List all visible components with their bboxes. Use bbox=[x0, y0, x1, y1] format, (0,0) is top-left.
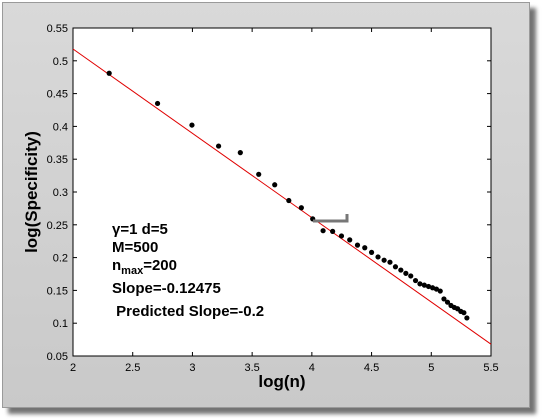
x-tick-label: 2 bbox=[70, 362, 76, 374]
data-point bbox=[461, 310, 467, 316]
data-point bbox=[464, 315, 470, 321]
data-point bbox=[362, 245, 368, 251]
x-tick-label: 4 bbox=[309, 362, 315, 374]
x-tick-label: 5 bbox=[428, 362, 434, 374]
data-point bbox=[403, 270, 409, 276]
data-point bbox=[189, 122, 195, 128]
y-tick-label: 0.35 bbox=[47, 154, 68, 166]
y-tick-label: 0.1 bbox=[53, 318, 68, 330]
y-tick-label: 0.3 bbox=[53, 187, 68, 199]
chart: 0.050.10.150.20.250.30.350.40.450.50.55 … bbox=[22, 23, 499, 391]
data-point bbox=[433, 286, 440, 292]
data-point bbox=[215, 143, 222, 149]
data-point bbox=[387, 259, 393, 265]
y-tick-label: 0.2 bbox=[53, 253, 68, 265]
data-point bbox=[338, 233, 345, 239]
data-point bbox=[256, 171, 262, 177]
annotation-m: M=500 bbox=[112, 239, 158, 256]
annotation-nmax: nmax=200 bbox=[112, 257, 177, 277]
data-point bbox=[412, 277, 419, 284]
data-point bbox=[392, 264, 399, 270]
data-point bbox=[154, 100, 161, 107]
data-point bbox=[421, 282, 427, 288]
x-tick-label: 5.5 bbox=[483, 362, 498, 374]
data-point bbox=[441, 296, 447, 302]
x-tick-label: 2.5 bbox=[125, 362, 140, 374]
data-point bbox=[106, 70, 112, 76]
y-tick-label: 0.25 bbox=[47, 220, 68, 232]
y-tick-label: 0.45 bbox=[47, 89, 68, 101]
data-point bbox=[272, 182, 278, 188]
data-point bbox=[375, 254, 381, 260]
fit-line bbox=[72, 48, 492, 345]
figure-window: 0.05 0.1 0.15 0.2 0.25 0.3 0.35 0.4 0.45 0.5 0.55 … bbox=[2, 2, 530, 408]
data-point bbox=[398, 267, 404, 273]
legend-marker bbox=[313, 214, 349, 223]
x-tick-label: 4.5 bbox=[364, 362, 379, 374]
annotation-slope: Slope=-0.12475 bbox=[112, 280, 221, 297]
annotation-params: γ=1 d=5 bbox=[112, 221, 168, 238]
data-point bbox=[437, 288, 443, 294]
data-point bbox=[408, 273, 414, 279]
x-tick-label: 3 bbox=[189, 362, 195, 374]
data-point bbox=[320, 228, 326, 234]
data-points bbox=[106, 70, 470, 321]
data-point bbox=[368, 249, 375, 255]
data-point bbox=[354, 242, 361, 248]
data-point bbox=[381, 257, 387, 263]
y-tick-label: 0.55 bbox=[47, 23, 68, 35]
y-axis-label: log(Specificity) bbox=[22, 131, 41, 253]
data-point bbox=[237, 150, 243, 156]
y-tick-label: 0.5 bbox=[53, 56, 68, 68]
x-tick-label: 3.5 bbox=[244, 362, 259, 374]
x-axis-ticks: 2 2.5 3 3.5 4 4.5 5 5.5 bbox=[70, 28, 499, 374]
annotation-block: γ=1 d=5 M=500 nmax=200 Slope=-0.12475 Pr… bbox=[112, 221, 264, 320]
data-point bbox=[417, 281, 423, 287]
data-point bbox=[444, 299, 451, 305]
y-tick-label: 0.4 bbox=[53, 121, 68, 133]
data-point bbox=[425, 283, 432, 290]
data-point bbox=[330, 228, 336, 234]
y-tick-label: 0.05 bbox=[47, 351, 68, 363]
data-point bbox=[347, 237, 353, 243]
plot-area bbox=[72, 27, 492, 357]
y-tick-label: 0.15 bbox=[47, 285, 68, 297]
data-point bbox=[298, 205, 304, 211]
x-axis-label: log(n) bbox=[258, 372, 305, 391]
y-axis-ticks: 0.05 0.1 0.15 0.2 0.25 0.3 0.35 0.4 0.45 0.5 0.55 bbox=[47, 23, 491, 363]
annotation-predicted-slope: Predicted Slope=-0.2 bbox=[112, 303, 264, 320]
data-point bbox=[286, 197, 292, 204]
